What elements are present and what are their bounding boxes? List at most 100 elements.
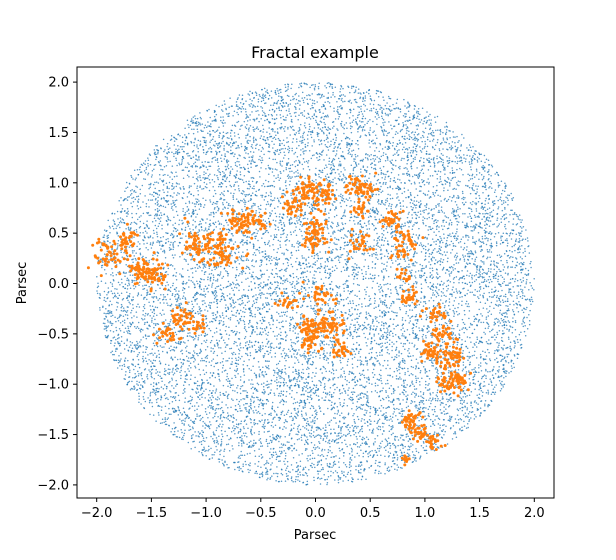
- scatter-point: [472, 184, 474, 187]
- scatter-point: [490, 251, 493, 253]
- scatter-point: [232, 306, 235, 309]
- scatter-point: [391, 262, 394, 264]
- scatter-point: [475, 341, 477, 344]
- scatter-point: [391, 349, 393, 352]
- scatter-point: [103, 234, 106, 236]
- scatter-point: [268, 157, 271, 159]
- scatter-point: [248, 441, 251, 444]
- scatter-point: [306, 94, 308, 97]
- scatter-point: [348, 117, 351, 119]
- scatter-point: [489, 264, 492, 266]
- scatter-point: [526, 237, 529, 239]
- scatter-point: [377, 464, 379, 467]
- scatter-point: [278, 392, 280, 395]
- scatter-point: [136, 169, 139, 171]
- scatter-point: [353, 268, 355, 270]
- scatter-point: [415, 393, 418, 395]
- scatter-point: [257, 278, 259, 280]
- scatter-point: [281, 368, 283, 371]
- scatter-point: [416, 214, 418, 217]
- scatter-point: [212, 317, 214, 320]
- scatter-point: [378, 288, 380, 291]
- scatter-point: [431, 277, 434, 279]
- scatter-point: [430, 253, 433, 255]
- scatter-point: [228, 382, 231, 385]
- scatter-point: [483, 154, 486, 157]
- scatter-point: [355, 142, 357, 145]
- scatter-point: [150, 365, 152, 368]
- scatter-point: [280, 321, 283, 324]
- scatter-point: [472, 294, 475, 296]
- scatter-point: [222, 384, 225, 387]
- scatter-point: [349, 326, 351, 328]
- scatter-point: [125, 371, 127, 373]
- scatter-point: [396, 312, 398, 314]
- scatter-point: [214, 202, 216, 205]
- scatter-point: [437, 211, 440, 213]
- scatter-point: [265, 203, 268, 206]
- scatter-point: [291, 389, 293, 392]
- scatter-point: [286, 175, 289, 178]
- scatter-point: [266, 200, 269, 203]
- scatter-point: [336, 405, 339, 408]
- scatter-point: [406, 147, 408, 150]
- scatter-point: [357, 359, 359, 362]
- scatter-point: [281, 446, 283, 449]
- scatter-point: [365, 478, 367, 481]
- scatter-point: [421, 107, 424, 109]
- scatter-point: [272, 323, 274, 326]
- scatter-point: [410, 288, 412, 291]
- scatter-point: [134, 276, 136, 279]
- scatter-point: [331, 87, 334, 89]
- scatter-point: [152, 297, 155, 299]
- scatter-point: [443, 424, 445, 426]
- scatter-point: [466, 305, 469, 308]
- scatter-point: [453, 315, 455, 318]
- scatter-point: [410, 122, 412, 125]
- scatter-point: [369, 415, 371, 417]
- scatter-point: [286, 292, 288, 294]
- scatter-point: [290, 192, 292, 195]
- scatter-point: [322, 112, 324, 115]
- scatter-point: [203, 373, 206, 375]
- scatter-point: [348, 381, 351, 384]
- scatter-point: [130, 222, 133, 224]
- scatter-point: [374, 216, 376, 218]
- scatter-point: [257, 230, 259, 232]
- scatter-point: [341, 426, 344, 428]
- scatter-point: [272, 147, 274, 149]
- scatter-point: [447, 284, 450, 287]
- scatter-point: [467, 216, 469, 218]
- scatter-point: [227, 274, 229, 277]
- scatter-point: [202, 439, 204, 442]
- scatter-point: [142, 222, 145, 225]
- scatter-point: [277, 247, 279, 250]
- scatter-point: [345, 434, 347, 437]
- scatter-point: [395, 165, 397, 167]
- scatter-point: [227, 397, 229, 400]
- scatter-point: [382, 398, 385, 401]
- scatter-point: [149, 214, 152, 216]
- scatter-point: [479, 386, 481, 388]
- scatter-point: [359, 465, 362, 467]
- scatter-point: [500, 285, 502, 288]
- scatter-point: [428, 124, 430, 126]
- scatter-point: [395, 288, 397, 291]
- scatter-point: [319, 344, 322, 347]
- scatter-point: [374, 318, 377, 320]
- scatter-point: [486, 299, 489, 301]
- scatter-point: [250, 313, 253, 315]
- scatter-point: [364, 259, 367, 261]
- scatter-point: [417, 112, 420, 115]
- scatter-point: [200, 393, 203, 396]
- scatter-point: [432, 305, 435, 308]
- scatter-point: [227, 151, 230, 153]
- scatter-point: [465, 234, 467, 237]
- scatter-point: [405, 196, 407, 199]
- scatter-point: [330, 428, 332, 431]
- scatter-point: [125, 264, 127, 266]
- scatter-point: [222, 131, 225, 134]
- scatter-point: [328, 246, 330, 249]
- scatter-point: [210, 407, 212, 409]
- scatter-point: [478, 319, 480, 322]
